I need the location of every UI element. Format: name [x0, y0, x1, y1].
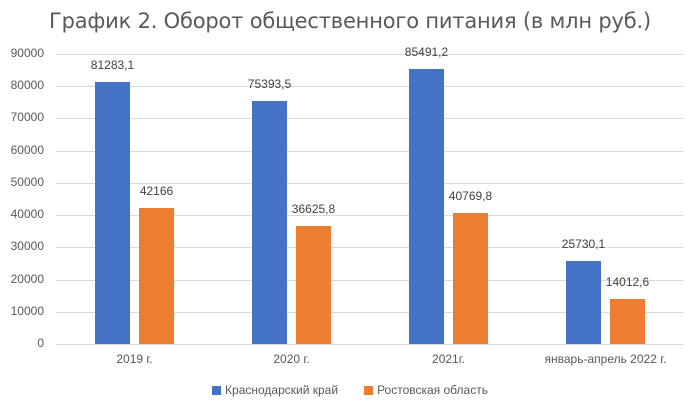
y-tick-label: 0	[37, 336, 44, 350]
x-tick-label: январь-апрель 2022 г.	[544, 352, 667, 366]
gridline	[56, 54, 684, 55]
y-tick-label: 70000	[10, 110, 44, 125]
legend: Краснодарский край Ростовская область	[0, 383, 700, 397]
gridline	[56, 247, 684, 249]
legend-label: Краснодарский край	[225, 383, 339, 397]
data-label: 25730,1	[561, 237, 606, 252]
bar-rostov	[453, 212, 488, 344]
y-tick-label: 90000	[10, 46, 44, 60]
legend-swatch-orange-icon	[364, 385, 374, 395]
y-tick-label: 30000	[10, 239, 44, 254]
x-tick-label: 2021г.	[432, 352, 465, 366]
gridline	[56, 279, 684, 281]
gridline	[56, 182, 684, 184]
gridline	[56, 215, 684, 217]
bar-rostov	[610, 298, 645, 344]
gridline	[56, 344, 684, 345]
y-tick-label: 20000	[10, 271, 44, 286]
gridline	[56, 150, 684, 152]
bar-krasnodar	[252, 101, 287, 344]
data-label: 14012,6	[605, 274, 650, 289]
data-label: 81283,1	[90, 58, 135, 73]
bar-rostov	[296, 225, 331, 344]
y-tick-label: 10000	[10, 303, 44, 318]
bar-rostov	[139, 208, 174, 344]
x-tick-label: 2020 г.	[273, 352, 310, 366]
bar-krasnodar	[566, 261, 601, 344]
y-tick-label: 60000	[10, 142, 44, 157]
chart-title: График 2. Оборот общественного питания (…	[49, 9, 651, 33]
data-label: 40769,8	[448, 188, 493, 203]
data-label: 85491,2	[404, 44, 449, 59]
legend-swatch-blue-icon	[212, 385, 222, 395]
bar-krasnodar	[409, 68, 444, 344]
data-label: 42166	[139, 184, 174, 199]
x-tick-label: 2019 г.	[116, 352, 153, 366]
data-label: 36625,8	[291, 201, 336, 216]
plot-area	[56, 54, 684, 345]
y-tick-label: 40000	[10, 207, 44, 222]
y-tick-label: 50000	[10, 174, 44, 189]
data-label: 75393,5	[247, 77, 292, 92]
gridline	[56, 118, 684, 120]
legend-item-krasnodar: Краснодарский край	[212, 383, 338, 397]
y-tick-label: 80000	[10, 78, 44, 93]
gridline	[56, 311, 684, 313]
legend-item-rostov: Ростовская область	[364, 383, 488, 397]
gridline	[56, 86, 684, 88]
legend-label: Ростовская область	[377, 383, 488, 397]
bar-krasnodar	[95, 82, 130, 344]
